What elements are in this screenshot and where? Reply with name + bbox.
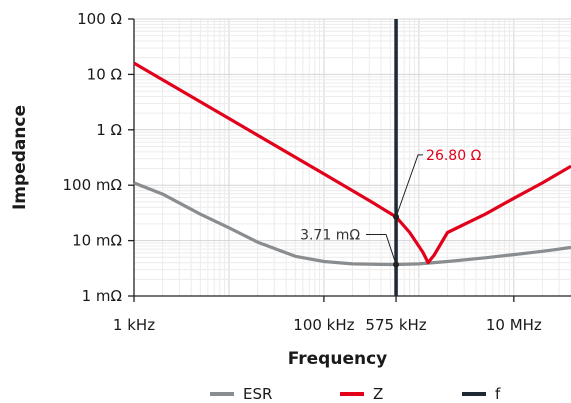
y-axis-title: Impedance (10, 105, 30, 210)
x-tick-label: 10 MHz (486, 316, 542, 334)
tick-labels: 100 Ω 10 Ω 1 Ω 100 mΩ 10 mΩ 1 mΩ 1 kHz 100 kHz 5… (63, 10, 542, 334)
axes (128, 18, 571, 302)
y-tick-label: 1 mΩ (82, 287, 122, 305)
y-tick-label: 100 Ω (77, 10, 122, 28)
z-callout-leader (395, 154, 424, 218)
legend-label-f: f (495, 385, 501, 403)
y-tick-label: 10 mΩ (72, 232, 122, 250)
annotations: 26.80 Ω 3.71 mΩ (300, 148, 482, 268)
z-value-label: 26.80 Ω (426, 148, 482, 164)
x-tick-label: 1 kHz (113, 316, 155, 334)
z-series-line (133, 61, 571, 265)
x-tick-label: 575 kHz (365, 316, 426, 334)
y-tick-label: 100 mΩ (63, 176, 122, 194)
y-tick-label: 1 Ω (96, 121, 122, 139)
esr-value-label: 3.71 mΩ (300, 227, 360, 243)
esr-callout-leader (366, 233, 397, 265)
series (133, 19, 571, 296)
legend-label-z: Z (373, 385, 383, 403)
x-axis-title: Frequency (288, 349, 388, 369)
z-callout-point (393, 213, 400, 220)
y-tick-label: 10 Ω (87, 65, 122, 83)
esr-series-line (133, 181, 571, 267)
legend-label-esr: ESR (243, 385, 272, 403)
esr-callout-point (393, 261, 400, 268)
x-tick-label: 100 kHz (293, 316, 354, 334)
